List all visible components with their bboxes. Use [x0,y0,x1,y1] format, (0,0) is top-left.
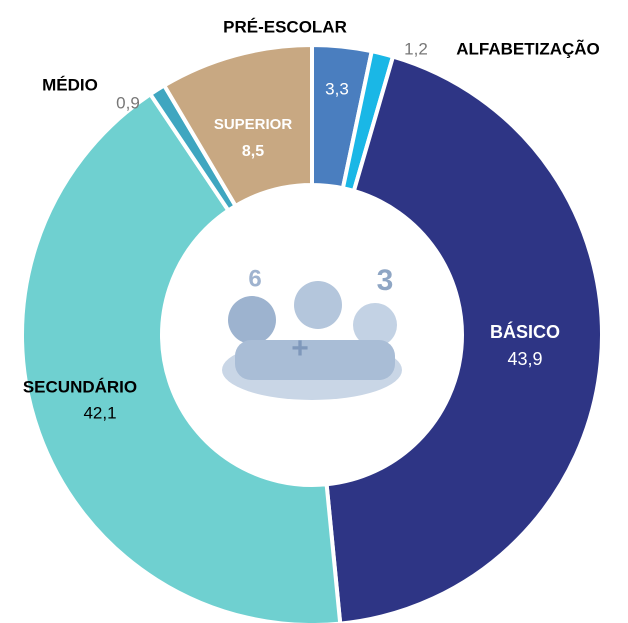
category-label: SUPERIOR [214,116,293,133]
value-label: 8,5 [242,143,264,160]
svg-text:6: 6 [248,265,261,292]
category-label: ALFABETIZAÇÃO [456,38,600,58]
value-label: 42,1 [83,403,116,422]
value-label: 1,2 [404,39,428,58]
chart: 3 + 6 PRÉ-ESCOLAR 3,3 ALFABETIZAÇÃO 1,2 BÁSI… [0,0,628,623]
value-label: 3,3 [325,79,349,98]
page: 3 + 6 PRÉ-ESCOLAR 3,3 ALFABETIZAÇÃO 1,2 BÁSI… [0,0,628,623]
category-label: BÁSICO [490,321,560,342]
svg-text:+: + [291,332,309,365]
svg-text:3: 3 [377,264,394,297]
center-illustration: 3 + 6 [164,187,460,483]
category-label: PRÉ-ESCOLAR [223,17,347,36]
category-label: MÉDIO [42,75,98,94]
value-label: 0,9 [116,93,140,112]
category-label: SECUNDÁRIO [23,377,137,396]
value-label: 43,9 [507,349,542,369]
